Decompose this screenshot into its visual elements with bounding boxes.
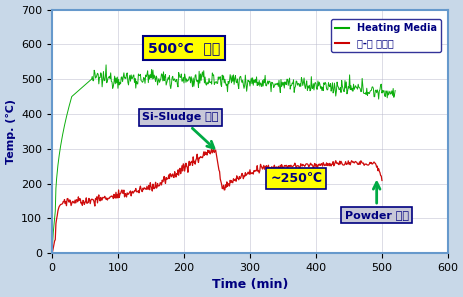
X-axis label: Time (min): Time (min) bbox=[211, 279, 288, 291]
Text: Si-Sludge 투입: Si-Sludge 투입 bbox=[142, 113, 219, 148]
Legend: Heating Media, 고-유 분리부: Heating Media, 고-유 분리부 bbox=[330, 19, 440, 52]
Text: ~250℃: ~250℃ bbox=[269, 172, 321, 185]
Y-axis label: Temp. (℃): Temp. (℃) bbox=[6, 99, 16, 164]
Text: Powder 회수: Powder 회수 bbox=[344, 182, 408, 220]
Text: 500℃  내외: 500℃ 내외 bbox=[148, 41, 219, 55]
